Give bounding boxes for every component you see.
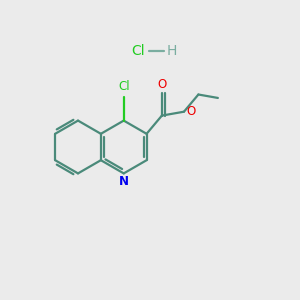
Text: Cl: Cl [118, 80, 130, 93]
Text: O: O [186, 105, 196, 118]
Text: H: H [167, 44, 177, 58]
Text: Cl: Cl [131, 44, 145, 58]
Text: O: O [157, 78, 167, 91]
Text: N: N [119, 175, 129, 188]
